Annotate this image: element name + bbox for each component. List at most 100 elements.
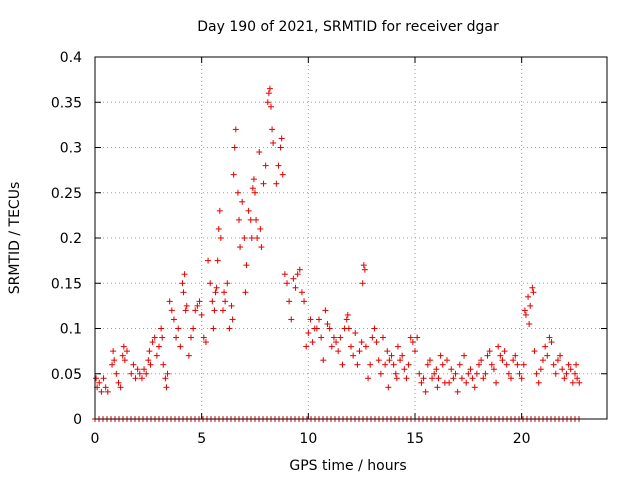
data-point (168, 307, 175, 314)
data-point (104, 388, 111, 395)
data-point (510, 357, 517, 364)
data-point (433, 366, 440, 373)
data-point (162, 375, 169, 382)
data-point (508, 375, 514, 382)
data-point (273, 180, 280, 187)
data-point (544, 352, 551, 359)
data-point (163, 384, 170, 391)
x-tick-label: 15 (406, 431, 424, 447)
data-point (270, 139, 277, 146)
data-point (110, 348, 117, 355)
data-point (403, 375, 410, 382)
data-point (576, 379, 583, 386)
data-point (237, 244, 244, 251)
data-point (214, 257, 221, 264)
data-point (557, 352, 564, 359)
data-point (469, 375, 476, 382)
data-point (434, 384, 441, 391)
data-point (257, 225, 264, 232)
y-tick-label: 0.05 (51, 367, 82, 383)
data-point (212, 289, 219, 296)
y-tick-label: 0.2 (60, 231, 82, 247)
data-point (343, 316, 350, 323)
data-point (437, 352, 444, 359)
data-point (242, 289, 249, 296)
data-point (484, 352, 491, 359)
data-point (559, 366, 566, 373)
y-tick-label: 0.3 (60, 141, 82, 157)
data-point (160, 361, 167, 368)
data-point (546, 334, 553, 341)
data-point (119, 352, 126, 359)
y-tick-label: 0.4 (60, 50, 82, 66)
data-point (490, 366, 497, 373)
data-point (394, 343, 401, 350)
data-point (382, 361, 389, 368)
data-point (231, 144, 238, 151)
data-point (222, 298, 229, 305)
data-point (134, 366, 141, 373)
data-point (322, 307, 329, 314)
data-point (465, 370, 472, 377)
y-tick-label: 0.25 (51, 186, 82, 202)
data-point (305, 330, 312, 337)
data-points (92, 85, 583, 422)
data-point (268, 103, 274, 110)
data-point (284, 280, 290, 287)
data-point (450, 375, 457, 382)
data-point (294, 271, 301, 278)
x-tick-label: 5 (197, 431, 206, 447)
data-point (153, 352, 160, 359)
data-point (138, 375, 145, 382)
data-point (452, 370, 459, 377)
data-point (262, 162, 269, 169)
data-point (269, 126, 276, 133)
data-point (230, 171, 237, 178)
data-point (574, 375, 581, 382)
y-tick-label: 0.15 (51, 276, 82, 292)
data-point (388, 352, 395, 359)
data-point (132, 375, 139, 382)
data-point (561, 375, 568, 382)
data-point (207, 280, 214, 287)
data-point (93, 375, 100, 382)
data-point (373, 339, 380, 346)
data-point (533, 370, 540, 377)
data-point (100, 375, 107, 382)
data-point (249, 185, 256, 192)
data-point (234, 189, 241, 196)
data-point (527, 302, 534, 309)
x-tick-label: 20 (513, 431, 531, 447)
data-point (418, 379, 425, 386)
data-point (497, 352, 504, 359)
data-point (221, 289, 228, 296)
data-point (200, 334, 207, 341)
data-point (243, 262, 250, 269)
data-point (512, 352, 519, 359)
y-tick-label: 0 (73, 412, 82, 428)
data-point (253, 216, 260, 223)
data-point (220, 307, 226, 314)
data-point (361, 266, 368, 273)
data-point (448, 366, 455, 373)
data-point (313, 325, 320, 332)
data-point (552, 370, 559, 377)
data-point (278, 135, 285, 142)
data-point (124, 348, 130, 355)
data-point (213, 284, 220, 291)
data-point (535, 379, 542, 386)
data-point (480, 375, 487, 382)
data-point (446, 379, 453, 386)
data-point (179, 280, 186, 287)
data-point (286, 298, 293, 305)
data-point (488, 361, 495, 368)
data-point (444, 357, 450, 364)
data-point (409, 339, 416, 346)
data-point (216, 207, 223, 214)
data-point (266, 85, 273, 92)
data-point (109, 361, 116, 368)
data-point (202, 339, 209, 346)
data-point (159, 334, 166, 341)
data-point (495, 343, 502, 350)
